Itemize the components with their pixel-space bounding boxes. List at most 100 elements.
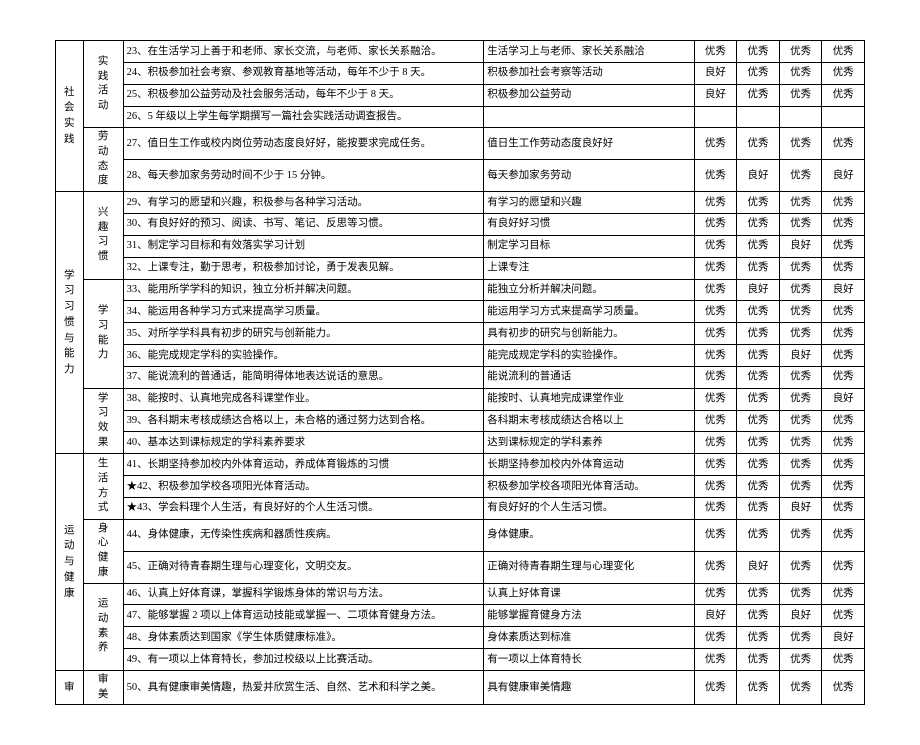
rating-cell: 优秀 xyxy=(822,235,865,257)
rating-cell: 优秀 xyxy=(779,192,822,214)
rating-cell: 优秀 xyxy=(822,366,865,388)
rating-cell: 优秀 xyxy=(694,670,737,704)
rating-cell: 优秀 xyxy=(737,605,780,627)
table-row: 48、身体素质达到国家《学生体质健康标准》。身体素质达到标准优秀优秀优秀良好 xyxy=(56,627,865,649)
rating-cell: 优秀 xyxy=(694,257,737,279)
rating-cell: 优秀 xyxy=(694,627,737,649)
criterion-summary: 制定学习目标 xyxy=(484,235,694,257)
rating-cell: 优秀 xyxy=(822,323,865,345)
table-row: 审审美50、具有健康审美情趣，热爱并欣赏生活、自然、艺术和科学之美。具有健康审美… xyxy=(56,670,865,704)
rating-cell: 优秀 xyxy=(694,366,737,388)
rating-cell: 优秀 xyxy=(822,476,865,498)
rating-cell: 优秀 xyxy=(822,128,865,160)
criterion-summary: 有良好好的个人生活习惯。 xyxy=(484,497,694,519)
criterion-description: 40、基本达到课标规定的学科素养要求 xyxy=(123,432,484,454)
rating-cell: 优秀 xyxy=(779,301,822,323)
rating-cell: 优秀 xyxy=(779,388,822,410)
rating-cell: 优秀 xyxy=(822,84,865,106)
category-level1: 运动与健康 xyxy=(56,454,84,671)
criterion-summary: 能说流利的普通话 xyxy=(484,366,694,388)
criterion-summary: 能完成规定学科的实验操作。 xyxy=(484,345,694,367)
rating-cell: 优秀 xyxy=(737,366,780,388)
criterion-summary: 有一项以上体育特长 xyxy=(484,649,694,671)
criterion-summary: 能够掌握育健身方法 xyxy=(484,605,694,627)
criterion-description: 47、能够掌握 2 项以上体育运动技能或掌握一、二项体育健身方法。 xyxy=(123,605,484,627)
criterion-summary: 身体素质达到标准 xyxy=(484,627,694,649)
rating-cell: 优秀 xyxy=(822,62,865,84)
rating-cell: 优秀 xyxy=(737,128,780,160)
criterion-description: 34、能运用各种学习方式来提高学习质量。 xyxy=(123,301,484,323)
rating-cell: 良好 xyxy=(822,279,865,301)
rating-cell: 优秀 xyxy=(779,41,822,63)
criterion-summary: 能运用学习方式来提高学习质量。 xyxy=(484,301,694,323)
rating-cell: 优秀 xyxy=(737,454,780,476)
rating-cell: 优秀 xyxy=(779,257,822,279)
rating-cell xyxy=(694,106,737,128)
criterion-summary: 生活学习上与老师、家长关系融洽 xyxy=(484,41,694,63)
criterion-summary: 每天参加家务劳动 xyxy=(484,160,694,192)
criterion-description: 28、每天参加家务劳动时间不少于 15 分钟。 xyxy=(123,160,484,192)
table-row: 34、能运用各种学习方式来提高学习质量。能运用学习方式来提高学习质量。优秀优秀优… xyxy=(56,301,865,323)
criterion-description: 29、有学习的愿望和兴趣，积极参与各种学习活动。 xyxy=(123,192,484,214)
category-level1: 社会实践 xyxy=(56,41,84,192)
rating-cell: 优秀 xyxy=(737,670,780,704)
rating-cell: 良好 xyxy=(779,605,822,627)
rating-cell: 优秀 xyxy=(822,257,865,279)
criterion-description: 36、能完成规定学科的实验操作。 xyxy=(123,345,484,367)
criterion-summary: 有良好好习惯 xyxy=(484,213,694,235)
criterion-description: ★43、学会料理个人生活，有良好好的个人生活习惯。 xyxy=(123,497,484,519)
table-row: 24、积极参加社会考察、参观教育基地等活动，每年不少于 8 天。积极参加社会考察… xyxy=(56,62,865,84)
table-row: 40、基本达到课标规定的学科素养要求达到课标规定的学科素养优秀优秀优秀优秀 xyxy=(56,432,865,454)
rating-cell: 优秀 xyxy=(779,410,822,432)
criterion-description: 33、能用所学学科的知识，独立分析并解决问题。 xyxy=(123,279,484,301)
rating-cell: 良好 xyxy=(779,345,822,367)
rating-cell: 优秀 xyxy=(694,213,737,235)
rating-cell: 优秀 xyxy=(694,128,737,160)
rating-cell: 优秀 xyxy=(737,235,780,257)
table-row: 身心健康44、身体健康，无传染性疾病和器质性疾病。身体健康。优秀优秀优秀优秀 xyxy=(56,519,865,551)
criterion-description: 50、具有健康审美情趣，热爱并欣赏生活、自然、艺术和科学之美。 xyxy=(123,670,484,704)
rating-cell: 优秀 xyxy=(694,551,737,583)
table-row: 社会实践实践活动23、在生活学习上善于和老师、家长交流，与老师、家长关系融洽。生… xyxy=(56,41,865,63)
rating-cell: 优秀 xyxy=(779,454,822,476)
category-level2: 劳动态度 xyxy=(83,128,123,192)
criterion-summary: 正确对待青春期生理与心理变化 xyxy=(484,551,694,583)
rating-cell: 优秀 xyxy=(737,345,780,367)
rating-cell: 良好 xyxy=(737,551,780,583)
category-level2: 实践活动 xyxy=(83,41,123,128)
rating-cell: 优秀 xyxy=(822,583,865,605)
rating-cell: 良好 xyxy=(822,627,865,649)
rating-cell: 优秀 xyxy=(737,649,780,671)
rating-cell: 优秀 xyxy=(737,192,780,214)
criterion-summary xyxy=(484,106,694,128)
rating-cell: 优秀 xyxy=(822,454,865,476)
rating-cell: 优秀 xyxy=(779,128,822,160)
criterion-description: 45、正确对待青春期生理与心理变化，文明交友。 xyxy=(123,551,484,583)
table-row: 45、正确对待青春期生理与心理变化，文明交友。正确对待青春期生理与心理变化优秀良… xyxy=(56,551,865,583)
criterion-description: ★42、积极参加学校各项阳光体育活动。 xyxy=(123,476,484,498)
rating-cell: 优秀 xyxy=(822,192,865,214)
rating-cell: 优秀 xyxy=(737,497,780,519)
rating-cell: 良好 xyxy=(779,497,822,519)
criterion-description: 44、身体健康，无传染性疾病和器质性疾病。 xyxy=(123,519,484,551)
criterion-summary: 能按时、认真地完成课堂作业 xyxy=(484,388,694,410)
rating-cell: 优秀 xyxy=(737,213,780,235)
criterion-summary: 具有健康审美情趣 xyxy=(484,670,694,704)
table-row: 36、能完成规定学科的实验操作。能完成规定学科的实验操作。优秀优秀良好优秀 xyxy=(56,345,865,367)
criterion-description: 37、能说流利的普通话，能简明得体地表达说话的意思。 xyxy=(123,366,484,388)
category-level2: 运动素养 xyxy=(83,583,123,670)
rating-cell: 优秀 xyxy=(822,497,865,519)
rating-cell: 优秀 xyxy=(822,410,865,432)
rating-cell: 优秀 xyxy=(779,62,822,84)
rating-cell: 优秀 xyxy=(779,519,822,551)
rating-cell: 优秀 xyxy=(737,519,780,551)
criterion-summary: 积极参加学校各项阳光体育活动。 xyxy=(484,476,694,498)
category-level2: 学习能力 xyxy=(83,279,123,388)
rating-cell: 优秀 xyxy=(779,627,822,649)
rating-cell: 优秀 xyxy=(779,551,822,583)
criterion-summary: 积极参加社会考察等活动 xyxy=(484,62,694,84)
rating-cell: 优秀 xyxy=(779,323,822,345)
rating-cell: 优秀 xyxy=(737,627,780,649)
criterion-summary: 具有初步的研究与创新能力。 xyxy=(484,323,694,345)
rating-cell: 优秀 xyxy=(737,301,780,323)
